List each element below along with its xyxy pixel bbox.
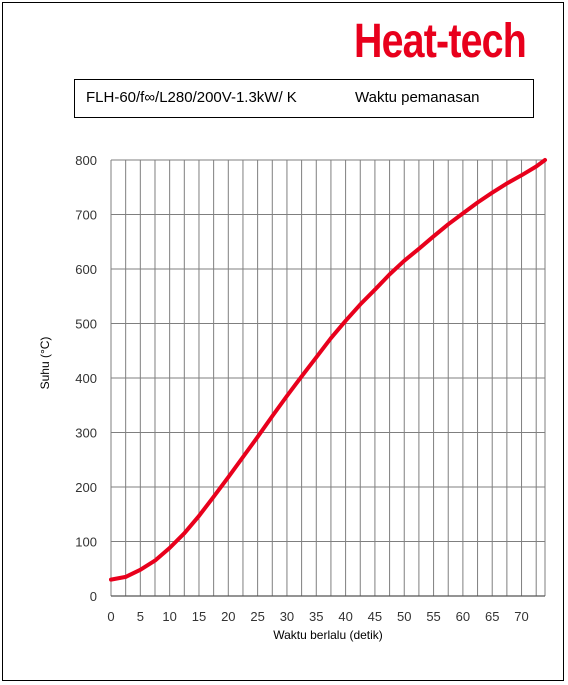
chart-header-box: FLH-60/f∞/L280/200V-1.3kW/ K Waktu peman… [74,79,534,118]
y-tick-label: 500 [75,317,97,332]
x-tick-label: 65 [485,609,499,624]
x-tick-label: 10 [162,609,176,624]
y-tick-label: 100 [75,535,97,550]
x-tick-label: 70 [514,609,528,624]
x-tick-label: 50 [397,609,411,624]
x-tick-label: 60 [456,609,470,624]
grid [110,159,546,597]
x-tick-label: 20 [221,609,235,624]
x-tick-label: 35 [309,609,323,624]
y-tick-label: 200 [75,480,97,495]
y-tick-label: 300 [75,426,97,441]
x-tick-label: 0 [107,609,114,624]
y-tick-label: 800 [75,153,97,168]
brand-logo: Heat-tech [354,15,527,68]
series-group [109,158,547,582]
x-tick-label: 30 [280,609,294,624]
x-tick-label: 55 [426,609,440,624]
x-axis-ticks: 0 5 10 15 20 25 30 35 40 45 50 55 60 65 70 [107,609,528,624]
y-axis-ticks: 0 100 200 300 400 500 600 700 800 [75,153,97,604]
x-axis-label: Waktu berlalu (detik) [273,628,383,642]
x-tick-label: 25 [250,609,264,624]
x-tick-label: 15 [192,609,206,624]
y-tick-label: 0 [90,589,97,604]
y-tick-label: 700 [75,208,97,223]
y-tick-label: 600 [75,262,97,277]
y-tick-label: 400 [75,371,97,386]
x-tick-label: 40 [338,609,352,624]
x-tick-label: 45 [368,609,382,624]
x-tick-label: 5 [137,609,144,624]
description-label: Waktu pemanasan [355,89,480,106]
y-axis-label: Suhu (°C) [38,337,52,390]
series-line [109,158,547,582]
model-label: FLH-60/f∞/L280/200V-1.3kW/ K [86,89,297,106]
